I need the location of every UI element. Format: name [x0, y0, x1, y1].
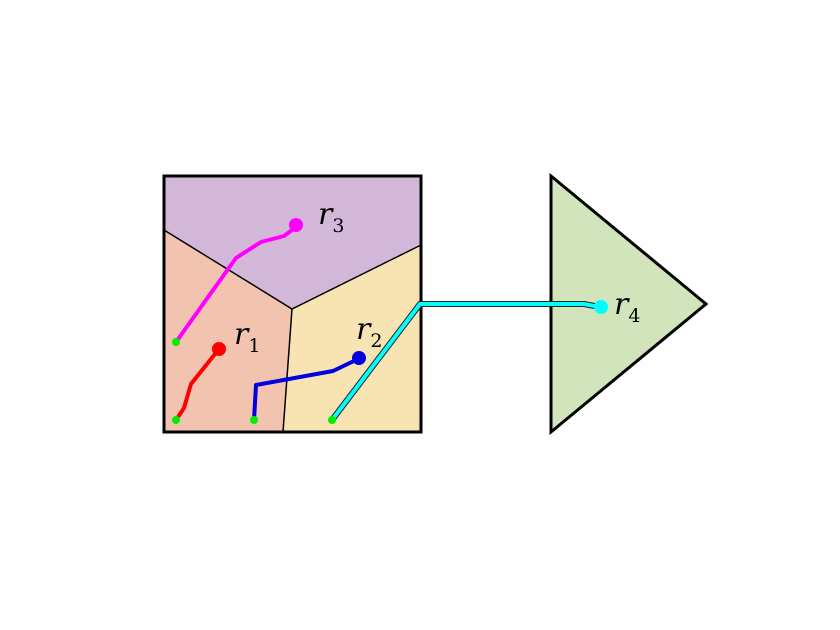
path-r2	[252, 357, 360, 422]
label-r4: r4	[614, 287, 640, 327]
label-r2-letter: r	[356, 312, 372, 347]
label-r3: r3	[318, 197, 344, 237]
robot-r2-marker	[352, 351, 366, 365]
label-r4-letter: r	[614, 287, 630, 322]
label-r2: r2	[356, 312, 382, 352]
robot-r3-marker	[289, 218, 303, 232]
region-r3	[164, 176, 421, 309]
label-r3-index: 3	[332, 215, 344, 237]
start-point	[250, 416, 258, 424]
path-r1	[174, 347, 221, 422]
region-r1	[164, 230, 292, 432]
start-point	[172, 338, 180, 346]
label-r1-index: 1	[248, 335, 260, 357]
robot-r1-marker	[212, 342, 226, 356]
label-r3-letter: r	[318, 197, 334, 232]
region-boundary	[282, 308, 293, 433]
path-r3	[174, 225, 298, 344]
path-r4	[330, 302, 602, 422]
start-point	[172, 416, 180, 424]
region-r2	[283, 245, 421, 432]
label-r1: r1	[234, 317, 260, 357]
label-r4-index: 4	[628, 305, 640, 327]
label-r1-letter: r	[234, 317, 250, 352]
start-point	[328, 416, 336, 424]
robot-r4-marker	[594, 300, 608, 314]
label-r2-index: 2	[370, 330, 382, 352]
